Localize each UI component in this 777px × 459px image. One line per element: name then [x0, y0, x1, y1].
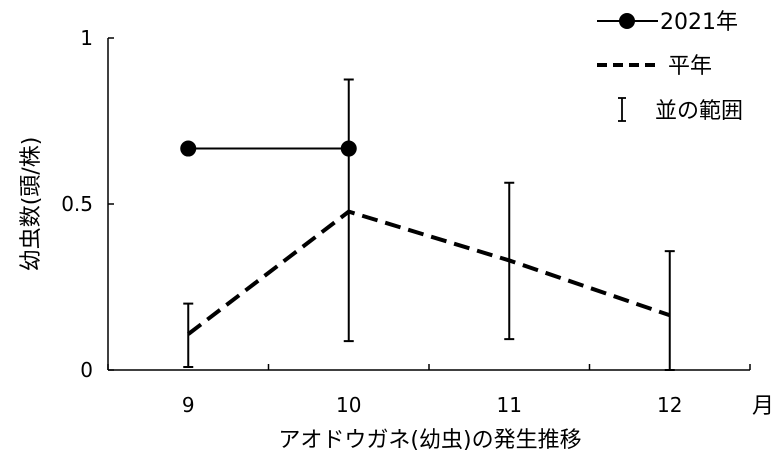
x-tick-label: 9 — [182, 393, 195, 417]
y-tick-label: 0 — [80, 358, 93, 382]
x-axis-title: アオドウガネ(幼虫)の発生推移 — [278, 428, 581, 453]
y-tick-label: 0.5 — [61, 192, 93, 216]
series-line-1 — [187, 209, 671, 336]
x-unit-label: 月 — [752, 394, 774, 419]
series-point-0 — [180, 140, 197, 157]
y-ticks: 00.51 — [61, 26, 114, 382]
series-group — [180, 140, 671, 336]
legend-label-normal: 平年 — [668, 54, 712, 79]
error-bars — [183, 78, 675, 371]
x-ticks: 9 10 11 12 — [107, 364, 751, 417]
series-point-0 — [340, 140, 357, 157]
legend-marker-2021 — [619, 13, 635, 29]
x-tick-label: 10 — [336, 393, 361, 417]
legend-label-range: 並の範囲 — [655, 99, 743, 124]
y-axis-title: 幼虫数(頭/株) — [19, 137, 44, 272]
x-tick-label: 11 — [497, 393, 522, 417]
legend-label-2021: 2021年 — [660, 10, 738, 35]
legend: 2021年 平年 並の範囲 — [597, 10, 743, 124]
x-tick-label: 12 — [657, 393, 682, 417]
y-tick-label: 1 — [80, 26, 93, 50]
